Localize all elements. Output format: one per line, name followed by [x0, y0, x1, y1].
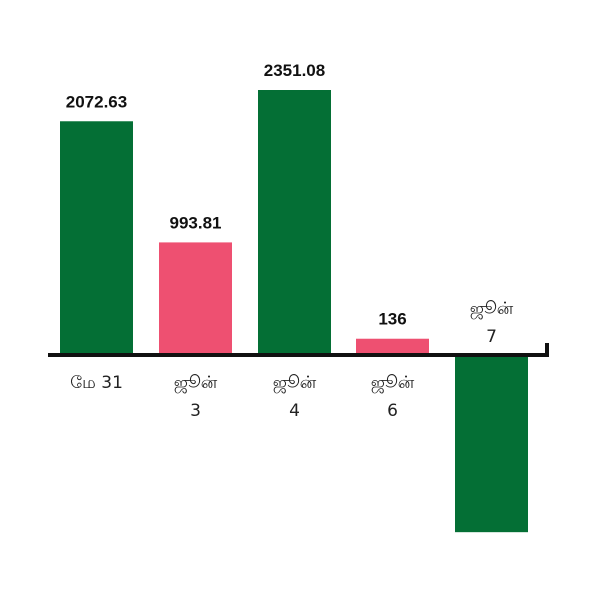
bar — [258, 90, 331, 354]
data-label: 2351.08 — [264, 61, 325, 80]
category-label: ஜூன் — [174, 373, 218, 394]
data-label: 993.81 — [170, 213, 222, 232]
category-label: 7 — [486, 327, 497, 347]
bar — [356, 338, 429, 354]
data-label: 136 — [378, 310, 406, 329]
bar — [455, 357, 528, 533]
category-label: ஜூன் — [371, 373, 415, 394]
category-label: ஜூன் — [470, 299, 514, 320]
bar — [159, 242, 232, 354]
data-label: 2072.63 — [66, 92, 127, 111]
category-label: மே 31 — [70, 373, 123, 393]
category-label: 6 — [387, 401, 398, 421]
category-label: 4 — [289, 401, 300, 421]
category-label: 3 — [190, 401, 201, 421]
category-label: ஜூன் — [273, 373, 317, 394]
bar — [60, 121, 133, 355]
